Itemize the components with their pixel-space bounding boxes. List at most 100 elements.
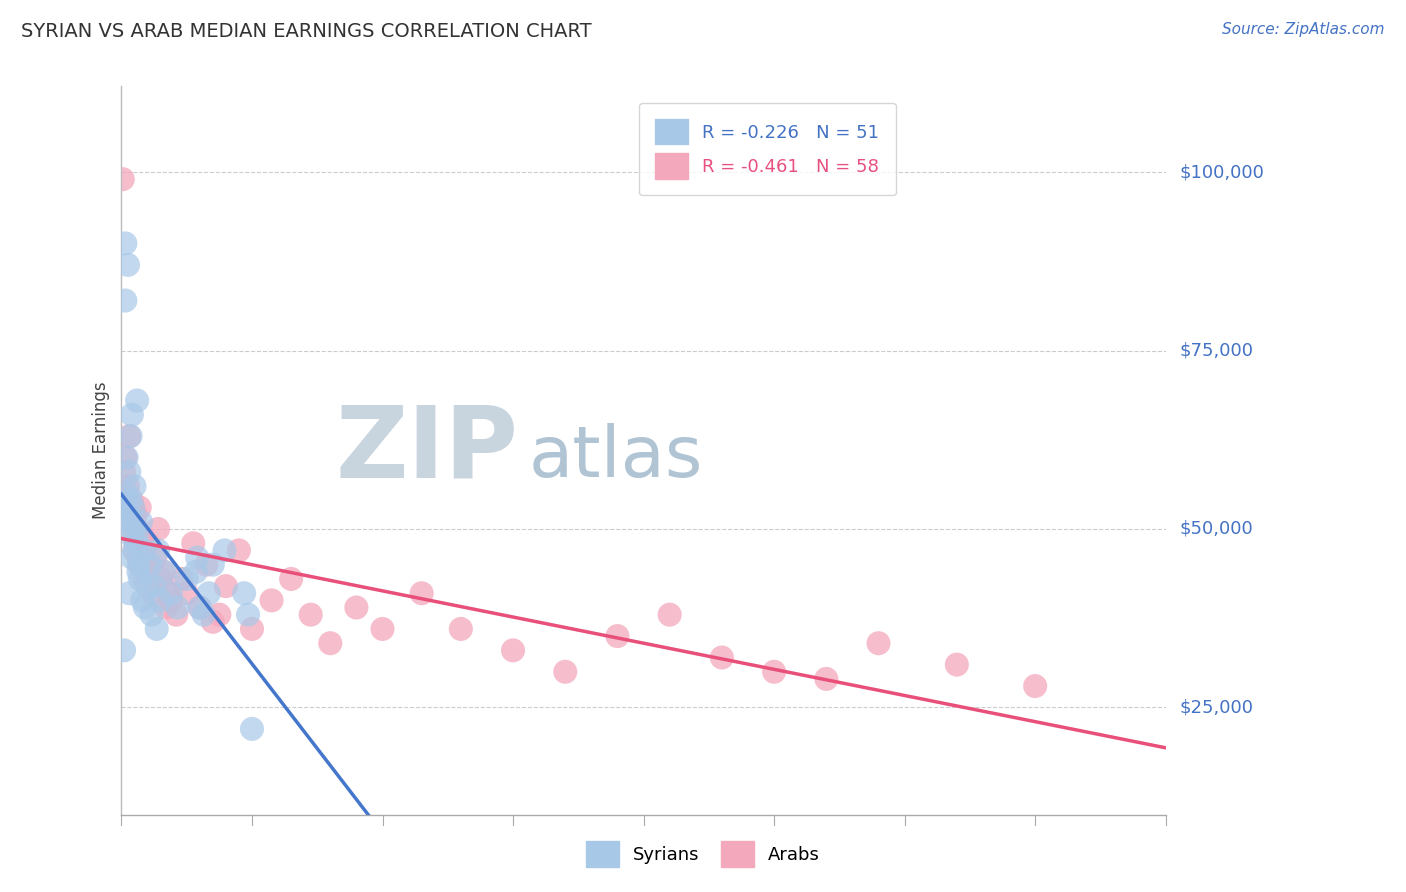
- Point: [112, 643, 135, 657]
- Point: [117, 508, 139, 522]
- Point: [121, 550, 143, 565]
- Point: [236, 607, 259, 622]
- Point: [186, 550, 208, 565]
- Point: [115, 486, 138, 500]
- Point: [127, 529, 149, 543]
- Point: [134, 600, 156, 615]
- Point: [606, 629, 628, 643]
- Point: [184, 565, 207, 579]
- Point: [371, 622, 394, 636]
- Point: [128, 572, 150, 586]
- Point: [122, 522, 145, 536]
- Point: [120, 493, 142, 508]
- Point: [240, 622, 263, 636]
- Point: [181, 536, 204, 550]
- Point: [124, 479, 146, 493]
- Text: $100,000: $100,000: [1180, 163, 1264, 181]
- Point: [121, 529, 143, 543]
- Point: [710, 650, 733, 665]
- Point: [112, 465, 135, 479]
- Text: ZIP: ZIP: [336, 402, 519, 499]
- Point: [228, 543, 250, 558]
- Legend: Syrians, Arabs: Syrians, Arabs: [579, 834, 827, 874]
- Point: [120, 515, 142, 529]
- Point: [111, 172, 134, 186]
- Point: [658, 607, 681, 622]
- Y-axis label: Median Earnings: Median Earnings: [93, 382, 110, 519]
- Text: $25,000: $25,000: [1180, 698, 1254, 716]
- Point: [131, 529, 153, 543]
- Point: [153, 565, 176, 579]
- Point: [145, 550, 167, 565]
- Point: [176, 586, 198, 600]
- Point: [117, 479, 139, 493]
- Point: [114, 500, 136, 515]
- Point: [149, 572, 172, 586]
- Text: SYRIAN VS ARAB MEDIAN EARNINGS CORRELATION CHART: SYRIAN VS ARAB MEDIAN EARNINGS CORRELATI…: [21, 22, 592, 41]
- Point: [280, 572, 302, 586]
- Point: [157, 586, 180, 600]
- Text: $50,000: $50,000: [1180, 520, 1253, 538]
- Point: [502, 643, 524, 657]
- Point: [165, 607, 187, 622]
- Point: [118, 429, 141, 443]
- Point: [114, 293, 136, 308]
- Point: [122, 500, 145, 515]
- Point: [188, 600, 211, 615]
- Point: [166, 600, 188, 615]
- Point: [146, 543, 169, 558]
- Point: [114, 236, 136, 251]
- Point: [115, 450, 138, 465]
- Point: [176, 572, 198, 586]
- Point: [129, 558, 152, 572]
- Point: [118, 586, 141, 600]
- Point: [118, 465, 141, 479]
- Point: [124, 529, 146, 543]
- Point: [134, 572, 156, 586]
- Point: [121, 493, 143, 508]
- Point: [149, 593, 172, 607]
- Text: $75,000: $75,000: [1180, 342, 1254, 359]
- Point: [125, 508, 148, 522]
- Point: [117, 258, 139, 272]
- Point: [136, 579, 159, 593]
- Point: [233, 586, 256, 600]
- Point: [127, 558, 149, 572]
- Point: [299, 607, 322, 622]
- Point: [143, 579, 166, 593]
- Point: [122, 500, 145, 515]
- Point: [124, 543, 146, 558]
- Point: [136, 536, 159, 550]
- Point: [131, 593, 153, 607]
- Text: Source: ZipAtlas.com: Source: ZipAtlas.com: [1222, 22, 1385, 37]
- Point: [411, 586, 433, 600]
- Point: [125, 536, 148, 550]
- Point: [127, 522, 149, 536]
- Point: [763, 665, 786, 679]
- Point: [215, 579, 238, 593]
- Point: [201, 615, 224, 629]
- Point: [128, 500, 150, 515]
- Point: [195, 558, 218, 572]
- Point: [198, 586, 221, 600]
- Point: [142, 586, 165, 600]
- Legend: R = -0.226   N = 51, R = -0.461   N = 58: R = -0.226 N = 51, R = -0.461 N = 58: [640, 103, 896, 195]
- Point: [868, 636, 890, 650]
- Point: [120, 429, 142, 443]
- Point: [132, 543, 155, 558]
- Point: [132, 543, 155, 558]
- Point: [240, 722, 263, 736]
- Point: [141, 607, 163, 622]
- Point: [344, 600, 367, 615]
- Point: [160, 593, 183, 607]
- Point: [160, 586, 183, 600]
- Point: [319, 636, 342, 650]
- Text: atlas: atlas: [529, 423, 703, 492]
- Point: [121, 408, 143, 422]
- Point: [145, 622, 167, 636]
- Point: [188, 600, 211, 615]
- Point: [127, 550, 149, 565]
- Point: [193, 607, 215, 622]
- Point: [129, 515, 152, 529]
- Point: [139, 558, 162, 572]
